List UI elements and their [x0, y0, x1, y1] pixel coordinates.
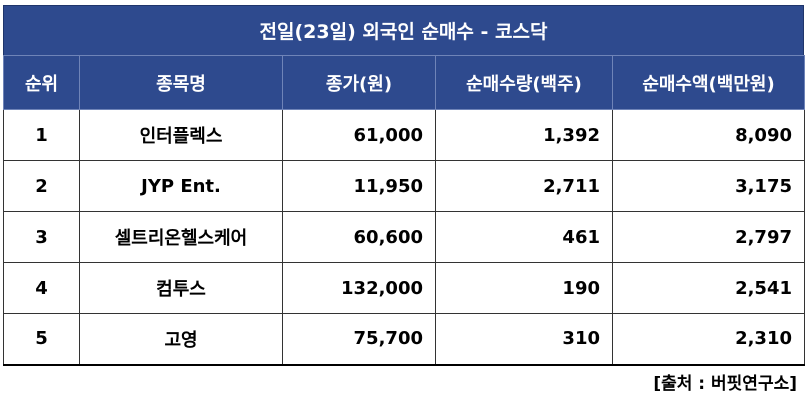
- table-row: 2 JYP Ent. 11,950 2,711 3,175: [3, 160, 805, 212]
- stock-name-cell: 고영: [79, 313, 283, 366]
- table-row: 1 인터플렉스 61,000 1,392 8,090: [3, 109, 805, 161]
- net-buy-volume-cell: 190: [435, 262, 613, 314]
- header-net-buy-volume: 순매수량(백주): [435, 55, 613, 110]
- header-rank: 순위: [3, 55, 80, 110]
- stock-name-cell: 셀트리온헬스케어: [79, 211, 283, 263]
- rank-cell: 2: [3, 160, 80, 212]
- table-container: 전일(23일) 외국인 순매수 - 코스닥 순위 종목명 종가(원) 순매수량(…: [3, 5, 805, 366]
- net-buy-amount-cell: 2,310: [612, 313, 805, 366]
- net-buy-volume-cell: 1,392: [435, 109, 613, 161]
- rank-cell: 5: [3, 313, 80, 366]
- stock-name-cell: 인터플렉스: [79, 109, 283, 161]
- net-buy-volume-cell: 461: [435, 211, 613, 263]
- table-row: 3 셀트리온헬스케어 60,600 461 2,797: [3, 211, 805, 263]
- close-price-cell: 132,000: [282, 262, 436, 314]
- header-close-price: 종가(원): [282, 55, 436, 110]
- table-row: 5 고영 75,700 310 2,310: [3, 313, 805, 366]
- source-note: [출처 : 버핏연구소]: [653, 374, 797, 394]
- net-buy-amount-cell: 8,090: [612, 109, 805, 161]
- header-net-buy-amount: 순매수액(백만원): [612, 55, 805, 110]
- close-price-cell: 11,950: [282, 160, 436, 212]
- stock-name-cell: JYP Ent.: [79, 160, 283, 212]
- rank-cell: 3: [3, 211, 80, 263]
- net-buy-amount-cell: 3,175: [612, 160, 805, 212]
- table-row: 4 컴투스 132,000 190 2,541: [3, 262, 805, 314]
- close-price-cell: 75,700: [282, 313, 436, 366]
- net-buy-amount-cell: 2,541: [612, 262, 805, 314]
- net-buy-volume-cell: 310: [435, 313, 613, 366]
- rank-cell: 4: [3, 262, 80, 314]
- table-title: 전일(23일) 외국인 순매수 - 코스닥: [3, 5, 804, 55]
- close-price-cell: 60,600: [282, 211, 436, 263]
- net-buy-volume-cell: 2,711: [435, 160, 613, 212]
- net-buy-amount-cell: 2,797: [612, 211, 805, 263]
- header-row: 순위 종목명 종가(원) 순매수량(백주) 순매수액(백만원): [3, 55, 805, 110]
- rank-cell: 1: [3, 109, 80, 161]
- net-buy-table: 순위 종목명 종가(원) 순매수량(백주) 순매수액(백만원) 1 인터플렉스 …: [3, 55, 805, 366]
- close-price-cell: 61,000: [282, 109, 436, 161]
- header-stock-name: 종목명: [79, 55, 283, 110]
- stock-name-cell: 컴투스: [79, 262, 283, 314]
